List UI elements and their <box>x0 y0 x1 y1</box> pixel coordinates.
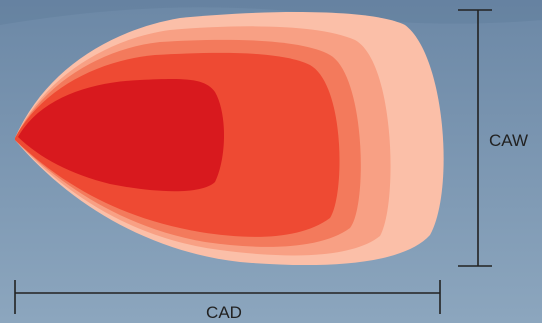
zone-core <box>18 79 225 192</box>
cloud-haze <box>0 0 542 25</box>
depth-label: CAD <box>206 303 242 322</box>
width-dimension: CAW <box>458 9 528 267</box>
depth-dimension: CAD <box>14 280 441 322</box>
width-label: CAW <box>489 131 528 150</box>
